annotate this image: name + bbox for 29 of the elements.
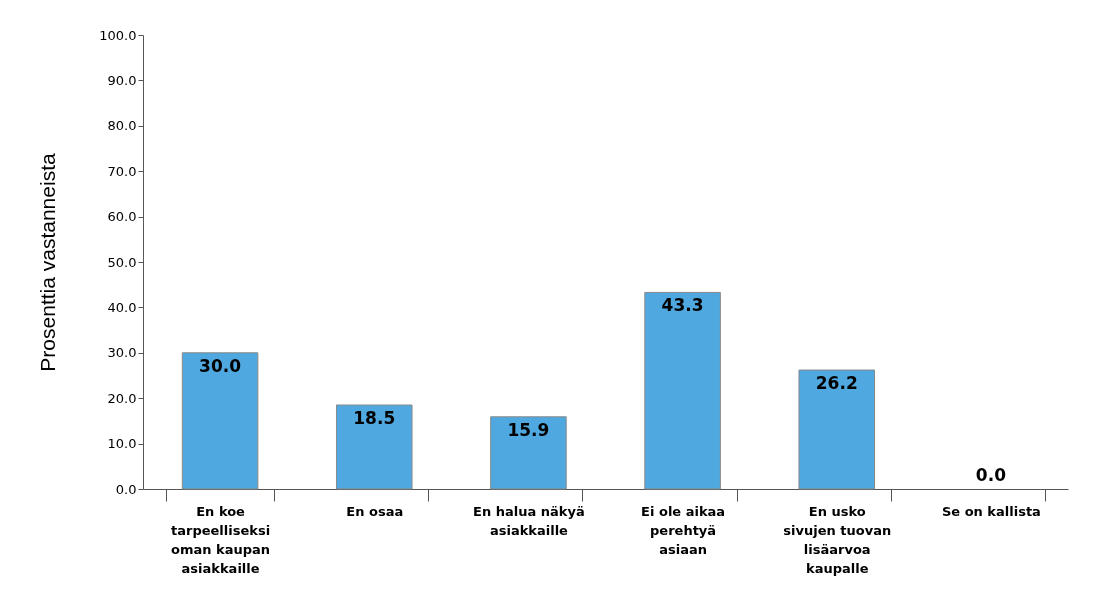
x-tick-label: En koe tarpeelliseksi oman kaupan asiakkaille	[171, 503, 271, 576]
bar	[490, 416, 567, 490]
x-tick-label: Ei ole aikaa perehtyä asiaan	[641, 503, 726, 557]
bar	[335, 404, 413, 490]
y-tick-label: 20.0	[107, 390, 137, 406]
x-tick-label: En usko sivujen tuovan lisäarvoa kaupalle	[783, 503, 892, 576]
y-tick-label: 80.0	[107, 118, 137, 134]
data-label: 30.0	[199, 355, 242, 376]
bar	[644, 291, 721, 490]
y-axis-title: Prosenttia vastanneista	[36, 153, 60, 372]
data-label: 15.9	[507, 419, 550, 440]
y-tick-label: 70.0	[107, 163, 137, 179]
y-tick-label: 30.0	[107, 345, 137, 361]
data-label: 0.0	[975, 465, 1007, 485]
y-tick-label: 100.0	[99, 27, 137, 43]
data-label: 43.3	[661, 295, 704, 316]
y-tick-label: 0.0	[115, 481, 137, 497]
x-tick-label: En osaa	[346, 503, 404, 519]
y-tick-label: 10.0	[107, 436, 137, 452]
y-tick-label: 90.0	[107, 72, 137, 88]
y-tick-label: 50.0	[107, 254, 137, 270]
x-tick-label: Se on kallista	[941, 503, 1041, 519]
data-label: 18.5	[353, 408, 396, 429]
y-tick-label: 40.0	[107, 299, 137, 315]
x-tick-label: En halua näkyä asiakkaille	[473, 503, 585, 538]
data-label: 26.2	[815, 373, 858, 394]
bar	[181, 352, 259, 490]
y-tick-label: 60.0	[107, 209, 137, 225]
bar	[798, 369, 876, 490]
